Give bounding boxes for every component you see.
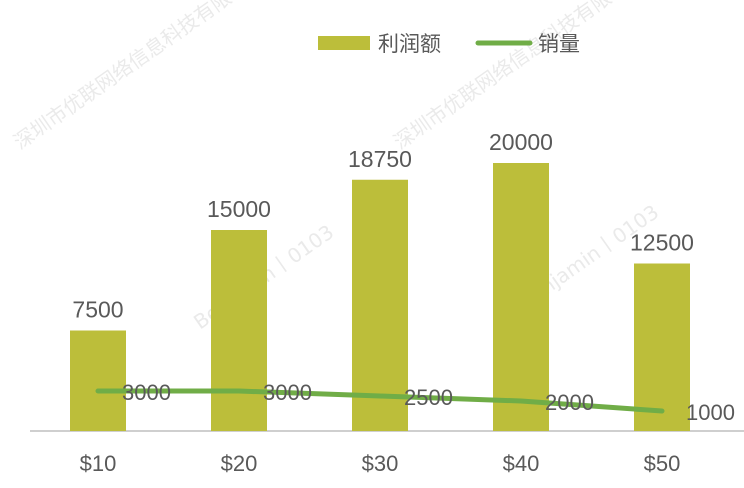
- bar-value-label: 15000: [207, 196, 271, 222]
- bar-profit: [634, 263, 690, 431]
- line-value-label: 3000: [263, 380, 312, 405]
- bar-value-label: 7500: [72, 297, 123, 323]
- legend-label-sales: 销量: [538, 32, 580, 56]
- plot-area: 7500 $10 15000 $20 18750 $30 20000 $40 12500 $50 3…: [30, 129, 744, 476]
- line-value-label: 3000: [122, 380, 171, 405]
- bar-value-label: 20000: [489, 129, 553, 155]
- line-value-label: 2500: [404, 385, 453, 410]
- bar-value-label: 18750: [348, 146, 412, 172]
- bar-profit: [352, 179, 408, 431]
- legend-label-profit: 利润额: [378, 32, 441, 56]
- watermark-text: 深圳市优联网络信息科技有限公司: [9, 0, 269, 154]
- x-tick-label: $10: [80, 451, 117, 476]
- bar-profit: [493, 163, 549, 431]
- x-tick-label: $50: [644, 451, 681, 476]
- bar-value-label: 12500: [630, 230, 694, 256]
- line-value-label: 1000: [686, 400, 735, 425]
- bar-profit: [70, 330, 126, 431]
- line-sales: [95, 388, 665, 414]
- x-tick-label: $30: [362, 451, 399, 476]
- x-tick-label: $40: [503, 451, 540, 476]
- line-value-label: 2000: [545, 390, 594, 415]
- legend-swatch-profit: [318, 36, 370, 50]
- legend: 利润额 销量: [318, 32, 580, 56]
- bar-profit: [211, 230, 267, 431]
- x-tick-label: $20: [221, 451, 258, 476]
